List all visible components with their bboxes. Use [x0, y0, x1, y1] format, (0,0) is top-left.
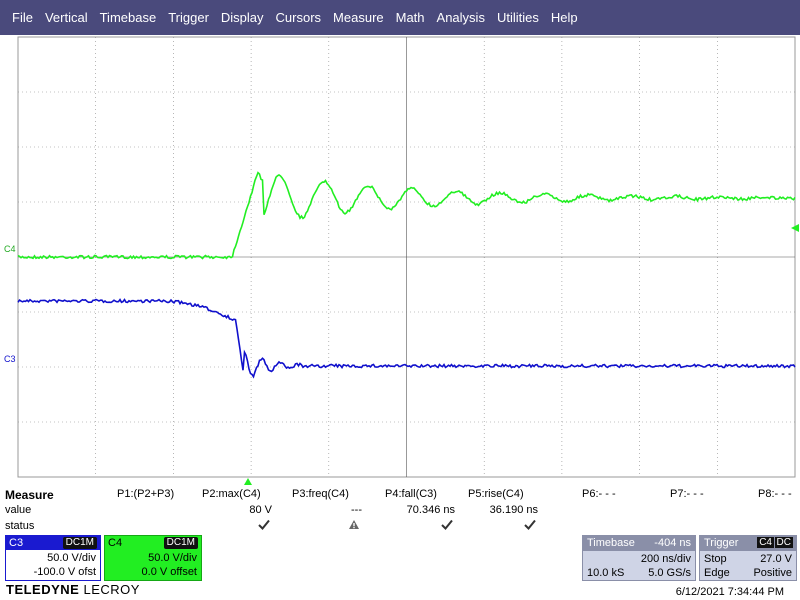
- menu-measure[interactable]: Measure: [333, 10, 384, 25]
- datetime: 6/12/2021 7:34:44 PM: [675, 586, 784, 598]
- menu-file[interactable]: File: [12, 10, 33, 25]
- menu-utilities[interactable]: Utilities: [496, 10, 539, 25]
- measure-value-p5: 36.190 ns: [489, 504, 538, 516]
- channel-c4-box[interactable]: C4 DC1M 50.0 V/div 0.0 V offset: [104, 535, 202, 581]
- trigger-level-marker[interactable]: [791, 224, 799, 232]
- c3-ground-label: C3: [4, 354, 16, 364]
- measure-header-p5[interactable]: P5:rise(C4): [468, 488, 524, 500]
- c4-vdiv: 50.0 V/div: [148, 552, 197, 564]
- status-check-icon: [258, 519, 270, 533]
- measure-value-p3: ---: [351, 504, 362, 516]
- timebase-box[interactable]: Timebase -404 ns 200 ns/div 10.0 kS 5.0 …: [582, 535, 696, 581]
- trace-c4: [17, 171, 796, 260]
- menu-cursors[interactable]: Cursors: [275, 10, 322, 25]
- timebase-rate: 5.0 GS/s: [648, 567, 691, 579]
- trigger-mode: Stop: [704, 553, 727, 565]
- measure-header-p6[interactable]: P6:- - -: [582, 488, 616, 500]
- menu-help[interactable]: Help: [550, 10, 578, 25]
- trigger-type: Edge: [704, 567, 730, 579]
- status-warning-icon: [348, 519, 360, 533]
- c4-name: C4: [108, 537, 123, 549]
- timebase-label: Timebase: [587, 537, 635, 549]
- measure-header-p2[interactable]: P2:max(C4): [202, 488, 261, 500]
- trigger-label: Trigger: [704, 537, 739, 549]
- menu-display[interactable]: Display: [220, 10, 264, 25]
- measure-header-p3[interactable]: P3:freq(C4): [292, 488, 349, 500]
- c4-offset: 0.0 V offset: [141, 566, 197, 578]
- c4-ground-label: C4: [4, 244, 16, 254]
- menu-trigger[interactable]: Trigger: [168, 10, 209, 25]
- trace-c3: [17, 298, 796, 379]
- measure-header-p4[interactable]: P4:fall(C3): [385, 488, 437, 500]
- measure-header-p7[interactable]: P7:- - -: [670, 488, 704, 500]
- c3-name: C3: [9, 537, 24, 549]
- trigger-box[interactable]: Trigger C4 DC Stop 27.0 V Edge Positive: [699, 535, 797, 581]
- measure-header-p1[interactable]: P1:(P2+P3): [117, 488, 175, 500]
- c3-coupling: DC1M: [62, 537, 97, 549]
- trigger-source: C4: [757, 537, 774, 548]
- graticule: [17, 36, 796, 478]
- measure-row-value-label: value: [5, 504, 32, 516]
- c4-coupling: DC1M: [163, 537, 198, 549]
- menu-timebase[interactable]: Timebase: [99, 10, 157, 25]
- trigger-slope: Positive: [753, 567, 792, 579]
- status-check-icon: [524, 519, 536, 533]
- timebase-delay: -404 ns: [654, 537, 691, 549]
- brand-logo: TELEDYNE LECROY: [6, 582, 140, 597]
- status-check-icon: [441, 519, 453, 533]
- channel-c3-box[interactable]: C3 DC1M 50.0 V/div -100.0 V ofst: [5, 535, 101, 581]
- brand-name: TELEDYNE: [6, 582, 80, 597]
- menu-math[interactable]: Math: [395, 10, 425, 25]
- waveform-display[interactable]: C4 C3: [0, 35, 800, 485]
- traces: C4 C3: [4, 171, 799, 485]
- measure-header-p8[interactable]: P8:- - -: [758, 488, 792, 500]
- menu-vertical[interactable]: Vertical: [44, 10, 88, 25]
- measure-row-status-label: status: [5, 520, 35, 532]
- menu-analysis[interactable]: Analysis: [436, 10, 485, 25]
- timebase-tdiv: 200 ns/div: [640, 553, 691, 565]
- trigger-position-marker[interactable]: [244, 478, 252, 485]
- menu-bar: File Vertical Timebase Trigger Display Cursor…: [0, 0, 800, 35]
- c3-offset: -100.0 V ofst: [33, 566, 96, 578]
- measure-value-p2: 80 V: [249, 504, 272, 516]
- trigger-level: 27.0 V: [760, 553, 792, 565]
- c3-vdiv: 50.0 V/div: [47, 552, 96, 564]
- measure-value-p4: 70.346 ns: [406, 504, 455, 516]
- measure-title[interactable]: Measure: [5, 488, 54, 502]
- brand-sub: LECROY: [83, 582, 140, 597]
- trigger-coupling: DC: [774, 537, 793, 548]
- measure-table: Measure value status P1:(P2+P3) P2:max(C4…: [0, 487, 800, 535]
- timebase-samples: 10.0 kS: [587, 567, 625, 579]
